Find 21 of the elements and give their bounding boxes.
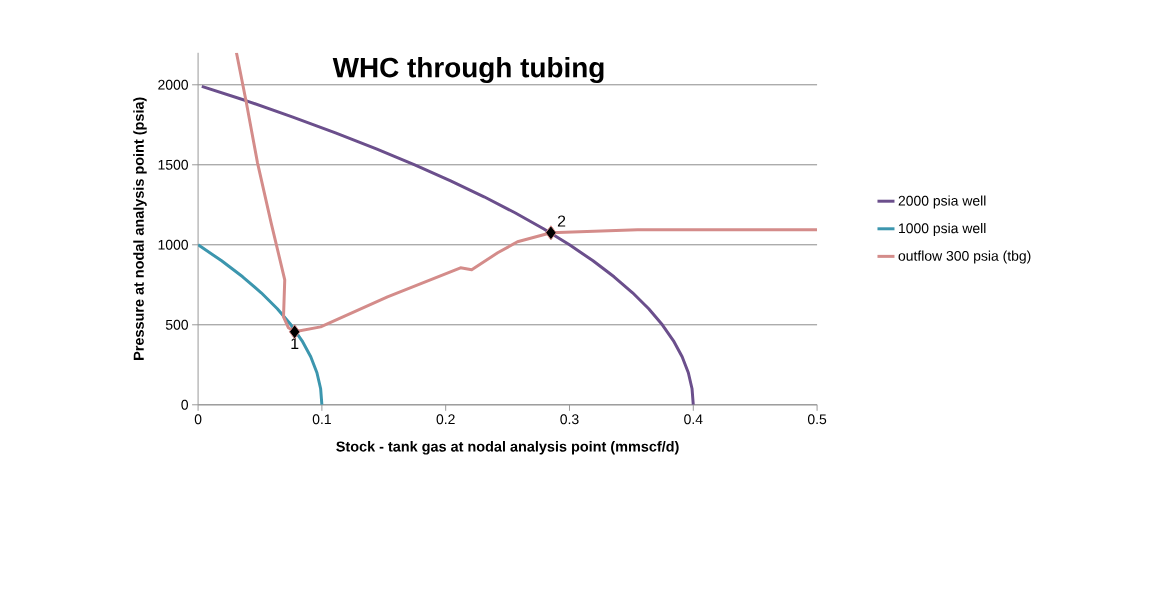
y-tick-label: 1500 xyxy=(158,159,189,170)
x-tick-label: 0.4 xyxy=(684,414,703,425)
line-series xyxy=(198,243,324,405)
x-tick-label: 0 xyxy=(194,414,202,425)
y-tick-label: 2000 xyxy=(158,79,189,90)
x-tick-label: 0.1 xyxy=(312,414,331,425)
annotation: 2 xyxy=(557,215,566,227)
y-axis-title: Pressure at nodal analysis point (psia) xyxy=(133,97,147,360)
chart-title: WHC through tubing xyxy=(332,56,604,84)
line-series xyxy=(200,84,695,405)
y-tick-label: 0 xyxy=(181,399,189,410)
y-tick-label: 500 xyxy=(165,319,189,330)
legend-label: 1000 psia well xyxy=(899,222,986,236)
y-tick-label: 1000 xyxy=(158,239,189,250)
x-tick-label: 0.3 xyxy=(560,414,579,425)
x-tick-label: 0.5 xyxy=(807,414,827,425)
legend-label: 2000 psia well xyxy=(898,195,986,209)
annotation: 1 xyxy=(291,338,299,349)
x-axis-title: Stock - tank gas at nodal analysis point (mmscf/d) xyxy=(336,441,679,455)
legend-label: outflow 300 psia (tbg) xyxy=(898,250,1031,264)
x-tick-label: 0.2 xyxy=(436,414,455,425)
